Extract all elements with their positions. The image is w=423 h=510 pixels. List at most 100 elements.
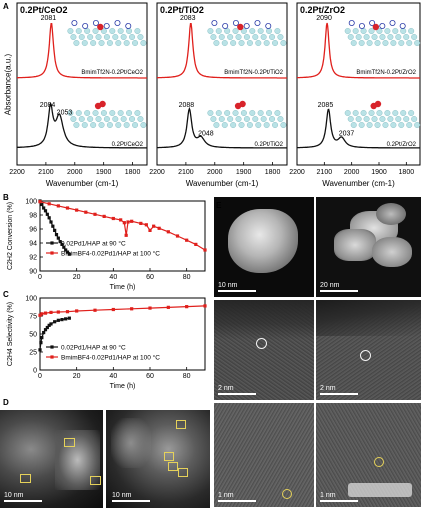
- data-point: [130, 219, 134, 223]
- lattice-atom-icon: [277, 34, 284, 41]
- lattice-atom-icon: [140, 121, 147, 128]
- data-point: [58, 240, 62, 244]
- lattice-atom-icon: [269, 34, 276, 41]
- lattice-atom-icon: [266, 28, 273, 35]
- ir-x-tick-label: 2000: [67, 169, 83, 176]
- panel-c: C 0 20 40 60 80 0 25 50 75 100 Time (h) C2H4 Select…: [0, 290, 212, 390]
- lattice-atom-icon: [371, 115, 378, 122]
- lattice-atom-icon: [81, 40, 88, 47]
- lattice-atom-icon: [414, 121, 421, 128]
- lattice-atom-icon: [126, 109, 133, 116]
- lattice-atom-icon: [235, 34, 242, 41]
- ir-peak-label: 2084: [40, 102, 56, 109]
- lattice-atom-icon: [255, 40, 262, 47]
- data-point: [54, 233, 59, 237]
- lattice-atom-icon: [207, 28, 214, 35]
- lattice-atom-icon: [78, 34, 85, 41]
- lattice-atom-icon: [218, 115, 225, 122]
- lattice-atom-icon: [81, 121, 88, 128]
- lattice-atom-icon: [400, 109, 407, 116]
- ir-x-tick-label: 2000: [207, 169, 223, 176]
- data-point: [64, 317, 68, 321]
- lattice-atom-icon: [140, 40, 147, 47]
- y-tick-label: 98: [29, 213, 37, 220]
- lattice-atom-icon: [232, 109, 239, 116]
- panel-letter-d: D: [3, 398, 9, 407]
- lattice-atom-icon: [123, 40, 130, 47]
- lattice-atom-icon: [260, 115, 267, 122]
- ir-x-tick-label: 1800: [265, 169, 281, 176]
- data-point: [43, 209, 48, 213]
- lattice-atom-icon: [227, 115, 234, 122]
- lattice-atom-icon: [406, 121, 413, 128]
- ir-series-line: [297, 108, 420, 149]
- data-point: [38, 313, 42, 317]
- data-point: [40, 336, 44, 340]
- x-axis-label: Time (h): [110, 284, 136, 291]
- ionic-liquid-icon: [254, 19, 261, 26]
- x-tick-label: 0: [38, 373, 42, 380]
- ir-x-tick-label: 2200: [149, 169, 165, 176]
- lattice-atom-icon: [272, 40, 279, 47]
- e-r1-left-scale-bar: 10 nm: [218, 282, 256, 292]
- data-point: [67, 252, 71, 256]
- lattice-atom-icon: [126, 28, 133, 35]
- lattice-atom-icon: [115, 40, 122, 47]
- data-point: [102, 214, 106, 218]
- ionic-liquid-icon: [92, 19, 99, 26]
- lattice-atom-icon: [67, 109, 74, 116]
- ir-peak-label: 2083: [180, 15, 196, 22]
- e-dark-region: [214, 300, 314, 340]
- e-atom-marker: [282, 489, 292, 499]
- ionic-liquid-icon: [71, 19, 78, 26]
- e-dark-region: [316, 300, 421, 336]
- data-point: [152, 224, 156, 228]
- e-r3-right-scale-bar: 1 nm: [320, 492, 358, 502]
- lattice-atom-icon: [84, 28, 91, 35]
- lattice-atom-icon: [355, 115, 362, 122]
- lattice-atom-icon: [344, 109, 351, 116]
- lattice-atom-icon: [379, 115, 386, 122]
- data-point: [40, 202, 44, 207]
- ir-x-tick-label: 1900: [236, 169, 252, 176]
- data-point: [62, 245, 66, 249]
- ir-x-tick-label: 1900: [96, 169, 112, 176]
- ionic-liquid-icon: [103, 22, 110, 29]
- ir-series-name: 0.2Pt/CeO2: [112, 142, 144, 148]
- ir-peak-label: 2088: [179, 102, 195, 109]
- lattice-atom-icon: [84, 109, 91, 116]
- lattice-atom-icon: [103, 115, 110, 122]
- d-right-highlight: [111, 418, 151, 468]
- lattice-atom-icon: [221, 121, 228, 128]
- d-right-marker: [176, 420, 186, 429]
- panel-letter-a: A: [3, 2, 9, 11]
- lattice-atom-icon: [257, 109, 264, 116]
- data-point: [122, 221, 126, 225]
- ir-x-axis-label: Wavenumber (cm-1): [46, 179, 119, 188]
- ir-peak-label: 2048: [198, 131, 214, 138]
- lattice-atom-icon: [218, 34, 225, 41]
- data-point: [39, 341, 43, 345]
- x-tick-label: 20: [73, 373, 81, 380]
- lattice-atom-icon: [252, 115, 259, 122]
- d-left-marker: [90, 476, 101, 485]
- lattice-atom-icon: [230, 40, 237, 47]
- data-point: [194, 242, 198, 246]
- panel-letter-c: C: [3, 290, 9, 299]
- selectivity-chart: 0 20 40 60 80 0 25 50 75 100 Time (h) C2H4 Selectiv…: [7, 296, 207, 390]
- y-tick-label: 90: [29, 269, 37, 276]
- d-right-marker: [178, 468, 188, 477]
- legend-marker: [50, 355, 54, 359]
- lattice-atom-icon: [392, 109, 399, 116]
- data-point: [60, 318, 64, 322]
- lattice-atom-icon: [387, 115, 394, 122]
- x-tick-label: 40: [109, 274, 117, 281]
- lattice-atom-icon: [249, 109, 256, 116]
- plot-frame: [39, 200, 206, 272]
- lattice-atom-icon: [408, 109, 415, 116]
- data-point: [84, 210, 88, 214]
- data-point: [40, 312, 44, 316]
- data-point: [119, 218, 123, 222]
- ir-panel-title: 0.2Pt/TiO2: [160, 5, 204, 15]
- lattice-atom-icon: [390, 40, 397, 47]
